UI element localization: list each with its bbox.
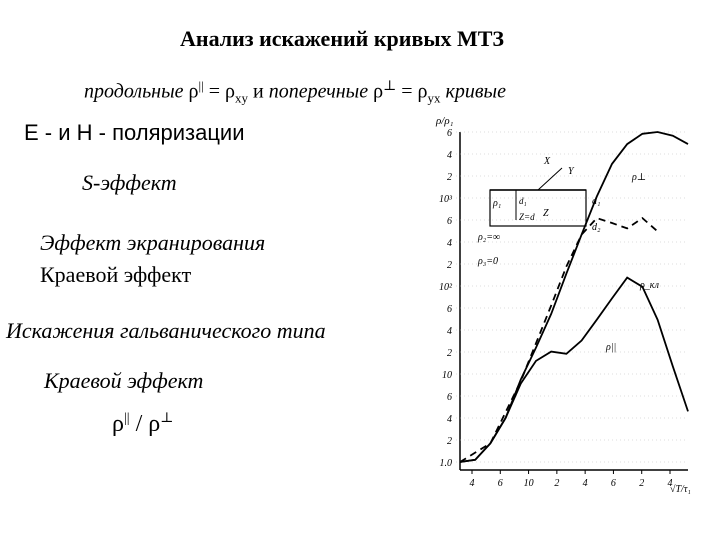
ratio-rho-a: ρ [112,411,124,437]
subtitle-longitudinal: продольные [84,80,184,103]
eq2: = ρ [401,80,428,103]
y-tick-label: 2 [447,172,452,183]
x-tick-label: 4 [470,478,475,489]
inset-rho1: ρ₁ [492,198,501,209]
ratio-a-sup: || [123,411,130,426]
inset-box [489,189,587,227]
y-tick-label: 6 [447,392,452,403]
inset-d1: d₁ [519,196,527,206]
edge-line: Краевой эффект [40,262,192,287]
series-line-0 [459,131,689,463]
label-rho-kl: ρ_кл [639,280,660,291]
inset-x-arrow [537,167,563,191]
y-tick-label: 2 [447,436,452,447]
rho-par: ρ [188,80,199,103]
x-tick-label: 2 [639,478,644,489]
x-tick-label: 4 [668,478,673,489]
y-tick-label: 1.0 [440,458,453,469]
y-tick-label: 6 [447,304,452,315]
galvanic-line: Искажения гальванического типа [6,318,326,343]
y-tick-label: 6 [447,216,452,227]
perp-sup: ⊥ [383,79,397,94]
mtz-chart: 6 4 2 10³ 6 4 2 10² 6 4 2 10 6 4 2 1.0 4 6 10 2 4 6 2 4 ρ/ρ₁ √… [435,115,691,495]
series-line-2 [459,216,659,463]
y-tick-label: 4 [447,150,452,161]
inset-rho2: ρ₂=∞ [477,232,500,243]
chart-series [459,131,689,463]
inset-rho3: ρ₃=0 [477,256,498,267]
y-tick-label: 4 [447,238,452,249]
inset-zd: Z=d [519,212,535,222]
y-tick-label: 10 [442,370,452,381]
y-tick-label: 10² [439,282,453,293]
inset-diagram: X Y Z ρ₁ d₁ Z=d ρ₂=∞ ρ₃=0 d₁ d₂ [477,156,601,267]
series-line-1 [459,276,689,463]
edge-italic-line: Краевой эффект [44,368,204,393]
y-tick-label: 2 [447,348,452,359]
slide-title: Анализ искажений кривых МТЗ [180,26,505,51]
y-tick-label: 4 [447,414,452,425]
chart-grid [456,131,688,474]
par-sup: || [198,78,204,93]
y-tick-labels: 6 4 2 10³ 6 4 2 10² 6 4 2 10 6 4 2 1.0 [439,128,453,469]
and-word: и [253,80,264,103]
ratio-label: ρ|| / ρ⊥ [112,410,173,438]
eq1: = ρ [208,80,235,103]
inset-z: Z [543,208,549,219]
subtitle-curves: кривые [445,80,506,103]
ratio-slash: / ρ [135,411,161,437]
subtitle-transverse: поперечные [268,80,369,103]
label-rho-perp: ρ⊥ [631,172,646,183]
label-rho-par: ρ|| [605,342,616,353]
subtitle-line: продольные ρ|| = ρxy и поперечные ρ⊥ = ρ… [84,78,506,107]
yx-sub: yx [427,90,441,106]
ratio-b-sup: ⊥ [160,411,174,426]
rho-perp: ρ [373,80,384,103]
y-axis-label: ρ/ρ₁ [435,115,454,127]
y-tick-label: 4 [447,326,452,337]
x-tick-label: 6 [498,478,503,489]
x-tick-label: 6 [611,478,616,489]
inset-x: X [543,156,551,167]
y-tick-label: 2 [447,260,452,271]
x-tick-label: 4 [583,478,588,489]
inset-d2-right: d₂ [592,222,601,233]
x-tick-label: 10 [524,478,534,489]
inset-d1-right: d₁ [592,196,600,207]
x-tick-label: 2 [554,478,559,489]
y-tick-label: 6 [447,128,452,139]
inset-y: Y [568,166,575,177]
y-tick-label: 10³ [439,194,453,205]
x-axis-label: √T/τ₁ [670,484,691,495]
x-tick-labels: 4 6 10 2 4 6 2 4 [470,478,673,489]
s-effect-line: S-эффект [82,170,177,195]
xy-sub: xy [235,90,248,106]
polarization-line: Е - и Н - поляризации [24,120,245,145]
screening-line: Эффект экранирования [40,230,266,255]
